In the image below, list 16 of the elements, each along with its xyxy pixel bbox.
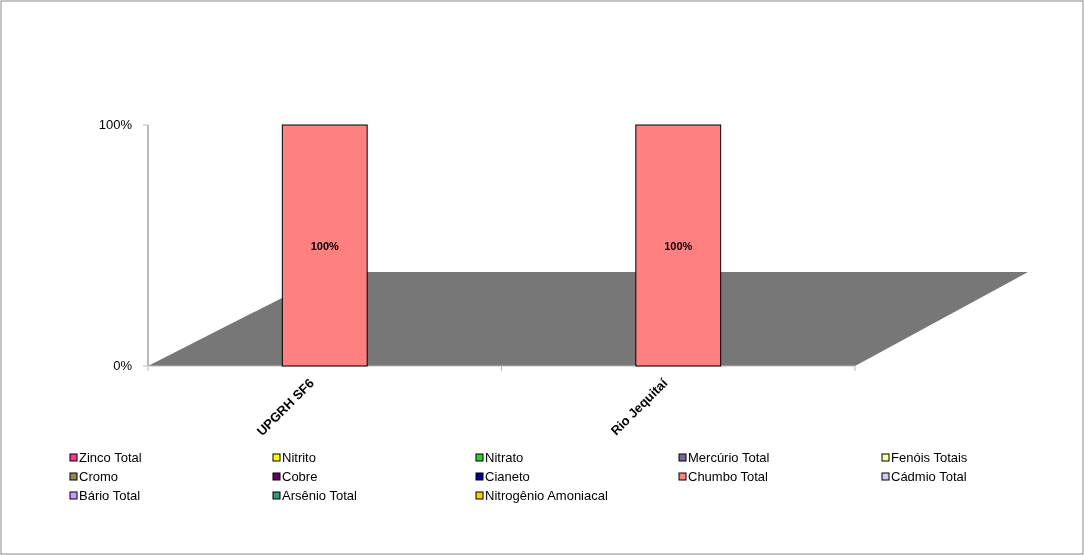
y-tick-label: 0% — [113, 358, 133, 373]
legend-label: Bário Total — [79, 488, 141, 503]
legend-label: Cianeto — [485, 469, 530, 484]
legend-label: Fenóis Totais — [891, 450, 968, 465]
legend-label: Nitrato — [485, 450, 524, 465]
data-label: 100% — [310, 239, 340, 252]
legend-label: Cobre — [282, 469, 318, 484]
legend-label: Cádmio Total — [891, 469, 967, 484]
legend-label: Nitrito — [282, 450, 316, 465]
legend-label: Cromo — [79, 469, 119, 484]
legend-label: Mercúrio Total — [688, 450, 770, 465]
data-label: 100% — [664, 239, 693, 252]
legend-label: Arsênio Total — [282, 488, 358, 503]
legend-label: Zinco Total — [79, 450, 142, 465]
legend-label: Chumbo Total — [688, 469, 769, 484]
legend-label: Nitrogênio Amoniacal — [485, 488, 608, 503]
